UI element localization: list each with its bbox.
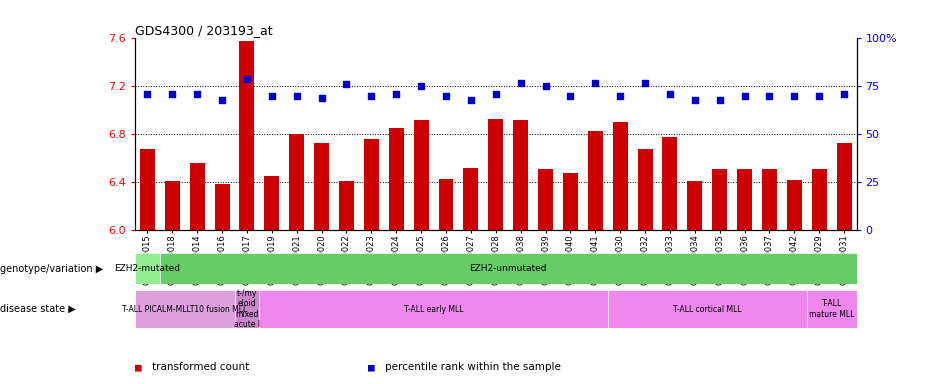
Bar <box>235 290 260 328</box>
Bar <box>663 137 678 230</box>
Point <box>215 97 230 103</box>
Bar <box>638 149 653 230</box>
Point <box>513 79 528 86</box>
Point <box>439 93 453 99</box>
Bar <box>613 122 627 230</box>
Bar <box>239 41 254 230</box>
Text: EZH2-mutated: EZH2-mutated <box>115 264 181 273</box>
Bar <box>608 290 807 328</box>
Bar <box>314 143 329 230</box>
Point <box>712 97 727 103</box>
Point <box>737 93 752 99</box>
Bar <box>439 179 453 230</box>
Bar <box>190 163 205 230</box>
Point <box>314 95 329 101</box>
Text: disease state ▶: disease state ▶ <box>0 304 75 314</box>
Bar <box>712 169 727 230</box>
Bar <box>140 149 155 230</box>
Bar <box>807 290 857 328</box>
Text: GDS4300 / 203193_at: GDS4300 / 203193_at <box>135 24 273 37</box>
Bar <box>538 169 553 230</box>
Bar <box>464 168 479 230</box>
Point <box>613 93 627 99</box>
Bar <box>837 143 852 230</box>
Bar <box>290 134 304 230</box>
Point <box>538 83 553 89</box>
Point <box>563 93 578 99</box>
Point <box>339 81 354 88</box>
Point <box>140 91 155 97</box>
Text: T-ALL
mature MLL: T-ALL mature MLL <box>809 300 855 319</box>
Point <box>488 91 503 97</box>
Point <box>464 97 479 103</box>
Bar <box>135 253 160 284</box>
Point <box>638 79 653 86</box>
Point <box>389 91 404 97</box>
Bar <box>389 128 404 230</box>
Bar <box>737 169 752 230</box>
Point <box>364 93 379 99</box>
Point <box>837 91 852 97</box>
Text: ■: ■ <box>135 362 149 372</box>
Point <box>165 91 180 97</box>
Point <box>264 93 279 99</box>
Text: ■: ■ <box>368 362 382 372</box>
Bar <box>812 169 827 230</box>
Text: T-ALL cortical MLL: T-ALL cortical MLL <box>673 305 742 314</box>
Bar <box>215 184 230 230</box>
Bar <box>687 181 702 230</box>
Point <box>812 93 827 99</box>
Bar <box>513 120 528 230</box>
Bar <box>165 181 180 230</box>
Bar <box>587 131 602 230</box>
Point <box>239 76 254 82</box>
Point <box>687 97 702 103</box>
Text: t-/my
eloid
mixed
acute l: t-/my eloid mixed acute l <box>234 289 260 329</box>
Bar <box>563 173 578 230</box>
Point <box>587 79 602 86</box>
Point <box>190 91 205 97</box>
Bar <box>264 176 279 230</box>
Text: T-ALL early MLL: T-ALL early MLL <box>404 305 464 314</box>
Bar <box>339 181 354 230</box>
Text: T-ALL PICALM-MLLT10 fusion MLL: T-ALL PICALM-MLLT10 fusion MLL <box>122 305 248 314</box>
Bar <box>364 139 379 230</box>
Point <box>413 83 428 89</box>
Text: EZH2-unmutated: EZH2-unmutated <box>469 264 546 273</box>
Point <box>663 91 678 97</box>
Text: percentile rank within the sample: percentile rank within the sample <box>385 362 560 372</box>
Point <box>787 93 802 99</box>
Bar <box>260 290 608 328</box>
Point <box>290 93 304 99</box>
Bar <box>488 119 504 230</box>
Bar <box>413 120 428 230</box>
Text: transformed count: transformed count <box>152 362 249 372</box>
Bar <box>762 169 776 230</box>
Bar <box>135 290 235 328</box>
Text: genotype/variation ▶: genotype/variation ▶ <box>0 264 103 274</box>
Bar <box>787 180 802 230</box>
Point <box>762 93 776 99</box>
